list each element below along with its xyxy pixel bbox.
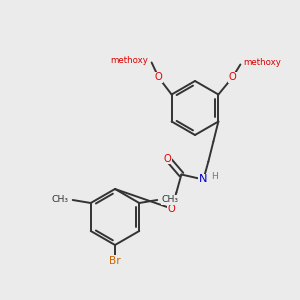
Text: CH₃: CH₃ <box>161 196 178 205</box>
Text: H: H <box>211 172 218 181</box>
Text: methoxy: methoxy <box>111 56 148 65</box>
Text: methoxy: methoxy <box>243 58 281 67</box>
Text: N: N <box>199 175 208 184</box>
Text: Br: Br <box>109 256 121 266</box>
Text: O: O <box>164 154 171 164</box>
Text: O: O <box>155 73 163 82</box>
Text: O: O <box>229 73 236 82</box>
Text: O: O <box>167 203 175 214</box>
Text: CH₃: CH₃ <box>52 196 69 205</box>
